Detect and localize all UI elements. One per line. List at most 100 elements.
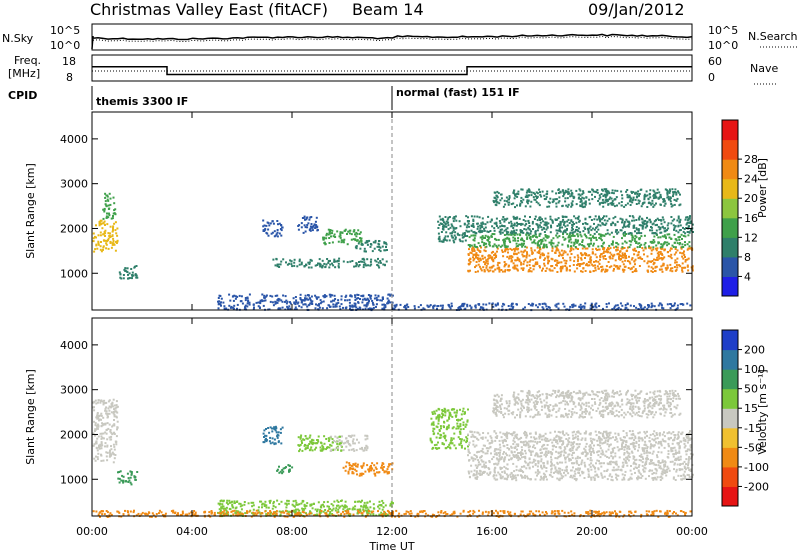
scatter-cell bbox=[281, 306, 284, 309]
scatter-cell bbox=[514, 445, 517, 448]
scatter-cell bbox=[566, 220, 569, 223]
scatter-cell bbox=[515, 217, 518, 220]
scatter-cell bbox=[348, 462, 351, 465]
scatter-cell bbox=[379, 260, 382, 262]
scatter-cell bbox=[455, 219, 458, 222]
scatter-cell bbox=[621, 252, 624, 255]
scatter-cell bbox=[545, 478, 548, 481]
scatter-cell bbox=[545, 243, 548, 246]
scatter-cell bbox=[456, 409, 459, 412]
scatter-cell bbox=[484, 263, 486, 266]
scatter-cell bbox=[506, 433, 508, 436]
scatter-cell bbox=[557, 430, 560, 433]
scatter-cell bbox=[359, 260, 362, 263]
scatter-cell bbox=[554, 466, 557, 469]
scatter-cell bbox=[609, 463, 612, 466]
scatter-cell bbox=[504, 263, 507, 266]
scatter-cell bbox=[309, 227, 312, 230]
scatter-cell bbox=[661, 225, 664, 228]
scatter-cell bbox=[612, 192, 615, 195]
scatter-cell bbox=[637, 199, 640, 202]
scatter-cell bbox=[648, 436, 651, 439]
scatter-cell bbox=[543, 302, 546, 305]
scatter-cell bbox=[512, 215, 515, 218]
scatter-cell bbox=[452, 229, 455, 232]
scatter-cell bbox=[648, 193, 651, 196]
scatter-cell bbox=[362, 508, 365, 511]
scatter-cell bbox=[466, 224, 469, 227]
scatter-cell bbox=[495, 239, 498, 241]
scatter-cell bbox=[630, 190, 633, 193]
scatter-cell bbox=[623, 439, 626, 442]
scatter-cell bbox=[362, 266, 365, 269]
scatter-cell bbox=[566, 253, 569, 256]
scatter-cell bbox=[440, 434, 442, 437]
scatter-cell bbox=[352, 506, 355, 509]
scatter-cell bbox=[607, 436, 610, 438]
scatter-cell bbox=[674, 261, 677, 264]
scatter-cell bbox=[512, 262, 515, 265]
scatter-cell bbox=[514, 474, 517, 477]
scatter-cell bbox=[369, 243, 372, 245]
scatter-cell bbox=[557, 456, 560, 458]
scatter-cell bbox=[646, 449, 648, 452]
scatter-cell bbox=[587, 229, 590, 231]
scatter-cell bbox=[488, 236, 491, 239]
scatter-cell bbox=[572, 445, 575, 448]
scatter-cell bbox=[116, 420, 119, 423]
scatter-cell bbox=[298, 450, 301, 453]
scatter-cell bbox=[534, 459, 537, 462]
scatter-cell bbox=[539, 435, 542, 438]
scatter-cell bbox=[626, 220, 629, 223]
scatter-cell bbox=[312, 442, 315, 444]
scatter-cell bbox=[625, 190, 628, 193]
scatter-cell bbox=[581, 193, 584, 196]
scatter-cell bbox=[464, 235, 467, 237]
scatter-cell bbox=[568, 233, 571, 236]
scatter-cell bbox=[460, 438, 463, 441]
scatter-cell bbox=[646, 307, 649, 310]
scatter-cell bbox=[529, 304, 532, 307]
scatter-cell bbox=[127, 481, 130, 483]
scatter-cell bbox=[608, 192, 611, 195]
scatter-cell bbox=[361, 499, 363, 502]
scatter-cell bbox=[666, 190, 669, 193]
scatter-cell bbox=[264, 299, 267, 302]
scatter-cell bbox=[363, 304, 366, 307]
scatter-cell bbox=[501, 225, 504, 227]
scatter-cell bbox=[363, 504, 366, 507]
scatter-cell bbox=[100, 441, 103, 444]
scatter-cell bbox=[544, 221, 547, 224]
scatter-cell bbox=[309, 503, 312, 506]
scatter-cell bbox=[330, 235, 332, 238]
scatter-cell bbox=[113, 408, 115, 411]
scatter-cell bbox=[457, 307, 460, 309]
scatter-cell bbox=[626, 193, 629, 196]
scatter-cell bbox=[276, 294, 279, 297]
scatter-cell bbox=[221, 503, 224, 506]
scatter-cell bbox=[503, 240, 506, 243]
scatter-cell bbox=[341, 231, 344, 234]
scatter-cell bbox=[111, 217, 114, 220]
scatter-cell bbox=[563, 220, 566, 223]
scatter-cell bbox=[276, 435, 279, 438]
scatter-cell bbox=[374, 474, 377, 477]
scatter-cell bbox=[506, 237, 509, 240]
scatter-cell bbox=[100, 412, 103, 415]
scatter-cell bbox=[486, 262, 489, 265]
scatter-cell bbox=[438, 240, 441, 243]
scatter-cell bbox=[104, 235, 106, 237]
scatter-cell bbox=[496, 303, 499, 306]
scatter-cell bbox=[558, 196, 561, 199]
scatter-cell bbox=[609, 257, 612, 260]
scatter-cell bbox=[658, 196, 661, 199]
scatter-cell bbox=[446, 221, 449, 224]
scatter-cell bbox=[328, 508, 331, 511]
freq-left-tick-bottom: 8 bbox=[66, 71, 73, 84]
scatter-cell bbox=[634, 459, 637, 462]
scatter-cell bbox=[470, 252, 473, 255]
scatter-cell bbox=[325, 263, 328, 266]
scatter-cell bbox=[537, 244, 540, 247]
scatter-cell bbox=[528, 254, 531, 257]
scatter-cell bbox=[631, 191, 633, 194]
